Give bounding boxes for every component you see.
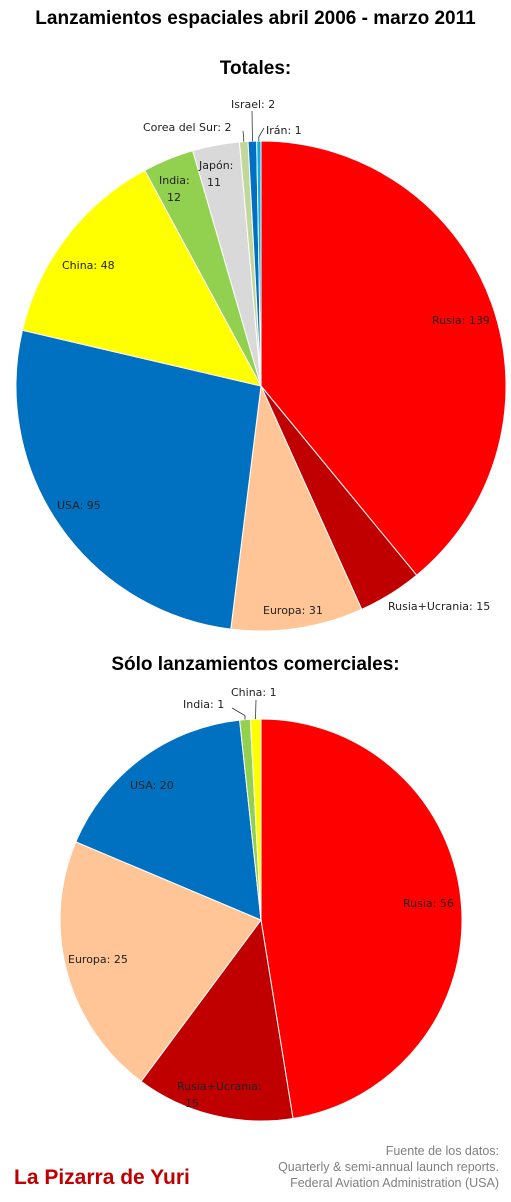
- slice-label-rusia: Rusia: 139: [432, 314, 490, 327]
- slice-label-europa: Europa: 25: [68, 953, 128, 966]
- slice-label-corea-del-sur: Corea del Sur: 2: [143, 121, 231, 134]
- slice-label-israel: Israel: 2: [231, 98, 275, 111]
- pie-slice-rusia: [260, 140, 507, 576]
- leader-line-iran: [258, 127, 265, 141]
- slice-label-rusia-ucrania: Rusia+Ucrania: 15: [388, 600, 490, 613]
- slice-label-china: China: 1: [231, 686, 277, 699]
- pie-slice-europa: [59, 841, 262, 1083]
- source-line-2: Quarterly & semi-annual launch reports.: [278, 1160, 499, 1174]
- source-note: Fuente de los datos: Quarterly & semi-an…: [278, 1143, 499, 1191]
- slice-label-usa: USA: 95: [57, 499, 101, 512]
- pie-slice-usa: [15, 329, 262, 630]
- slice-label-japon: Japón: 11: [198, 159, 233, 189]
- pie-slice-europa: [230, 384, 363, 632]
- slice-label-india: India: 1: [183, 698, 224, 711]
- slice-label-usa: USA: 20: [130, 779, 174, 792]
- source-line-3: Federal Aviation Administration (USA): [290, 1176, 499, 1190]
- chart-title-comerciales: Sólo lanzamientos comerciales:: [111, 654, 400, 675]
- slice-label-europa: Europa: 31: [263, 604, 323, 617]
- slice-label-rusia: Rusia: 56: [403, 897, 454, 910]
- source-line-1: Fuente de los datos:: [385, 1144, 499, 1158]
- pie-slice-usa: [75, 719, 262, 921]
- slice-label-iran: Irán: 1: [266, 124, 302, 137]
- page-title: Lanzamientos espaciales abril 2006 - mar…: [35, 8, 476, 29]
- slice-label-china: China: 48: [62, 259, 115, 272]
- chart-title-totales: Totales:: [219, 58, 292, 79]
- pie-slice-iran: [256, 140, 262, 387]
- slice-label-rusia-ucrania: Rusia+Ucrania: 15: [177, 1080, 262, 1110]
- brand-label: La Pizarra de Yuri: [14, 1166, 190, 1189]
- pie-chart-totales: Rusia: 139 Rusia+Ucrania: 15 Europa: 31 USA…: [15, 98, 507, 632]
- leader-line-india: [231, 707, 246, 720]
- pie-slice-china: [21, 169, 262, 387]
- pie-slice-rusia-ucrania: [140, 918, 294, 1122]
- leader-line-corea-del-sur: [242, 130, 245, 142]
- slice-label-india: India: 12: [159, 174, 190, 204]
- pie-slice-rusia: [260, 718, 463, 1120]
